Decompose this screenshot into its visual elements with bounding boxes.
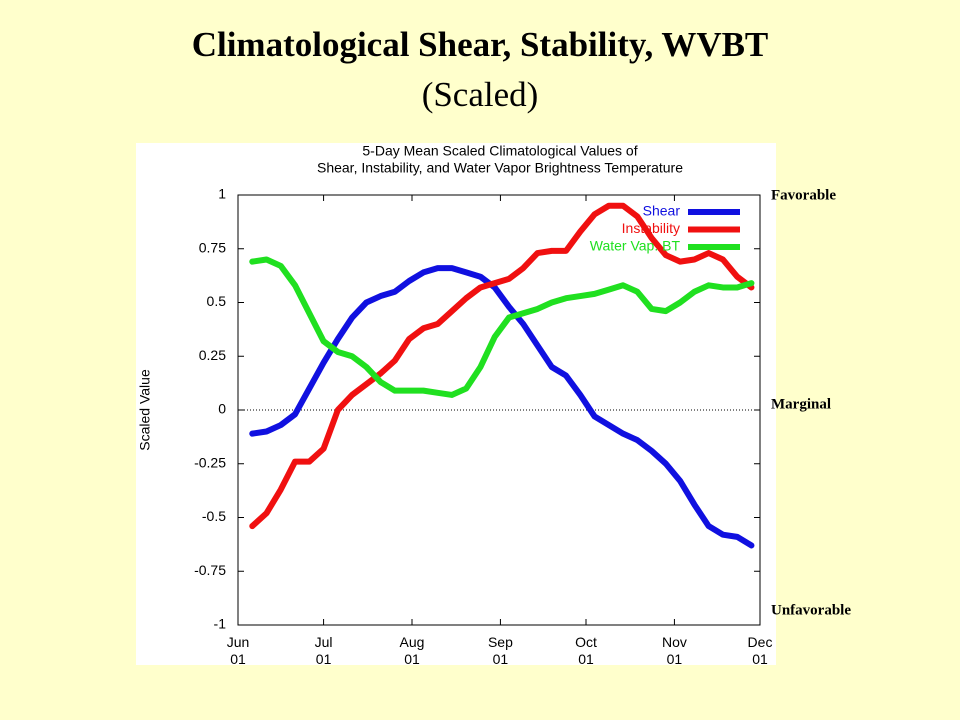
y-tick-label: 1 bbox=[218, 186, 226, 202]
y-tick-label: -0.25 bbox=[194, 454, 226, 470]
y-tick-label: 0 bbox=[218, 401, 226, 417]
y-tick-label: -0.75 bbox=[194, 562, 226, 578]
annotation: Unfavorable bbox=[771, 602, 851, 618]
x-tick-label: Nov 01 bbox=[662, 634, 687, 667]
series-line bbox=[249, 256, 755, 398]
annotation: Marginal bbox=[771, 396, 831, 412]
x-tick-label: Dec 01 bbox=[748, 634, 773, 667]
y-tick-label: -0.5 bbox=[202, 508, 226, 524]
x-tick-label: Jul 01 bbox=[315, 634, 333, 667]
series-line bbox=[249, 202, 755, 530]
x-tick-label: Oct 01 bbox=[575, 634, 597, 667]
chart-title: 5-Day Mean Scaled Climatological Values … bbox=[362, 143, 637, 159]
y-tick-label: 0.75 bbox=[199, 239, 226, 255]
y-tick-label: 0.25 bbox=[199, 347, 226, 363]
slide-subtitle: (Scaled) bbox=[422, 75, 539, 114]
y-tick-label: 0.5 bbox=[207, 293, 227, 309]
y-axis-label: Scaled Value bbox=[137, 369, 153, 451]
x-tick-label: Aug 01 bbox=[400, 634, 425, 667]
x-tick-label: Jun 01 bbox=[227, 634, 250, 667]
x-tick-label: Sep 01 bbox=[488, 634, 513, 667]
legend-label: Shear bbox=[643, 203, 681, 219]
chart-panel bbox=[136, 143, 776, 665]
y-tick-label: -1 bbox=[214, 616, 227, 632]
legend-label: Water Vap. BT bbox=[590, 238, 681, 254]
annotation: Favorable bbox=[771, 187, 836, 203]
slide-title: Climatological Shear, Stability, WVBT bbox=[192, 25, 769, 64]
chart-title: Shear, Instability, and Water Vapor Brig… bbox=[317, 160, 683, 176]
series-line bbox=[249, 265, 755, 549]
legend-label: Instability bbox=[622, 220, 680, 236]
